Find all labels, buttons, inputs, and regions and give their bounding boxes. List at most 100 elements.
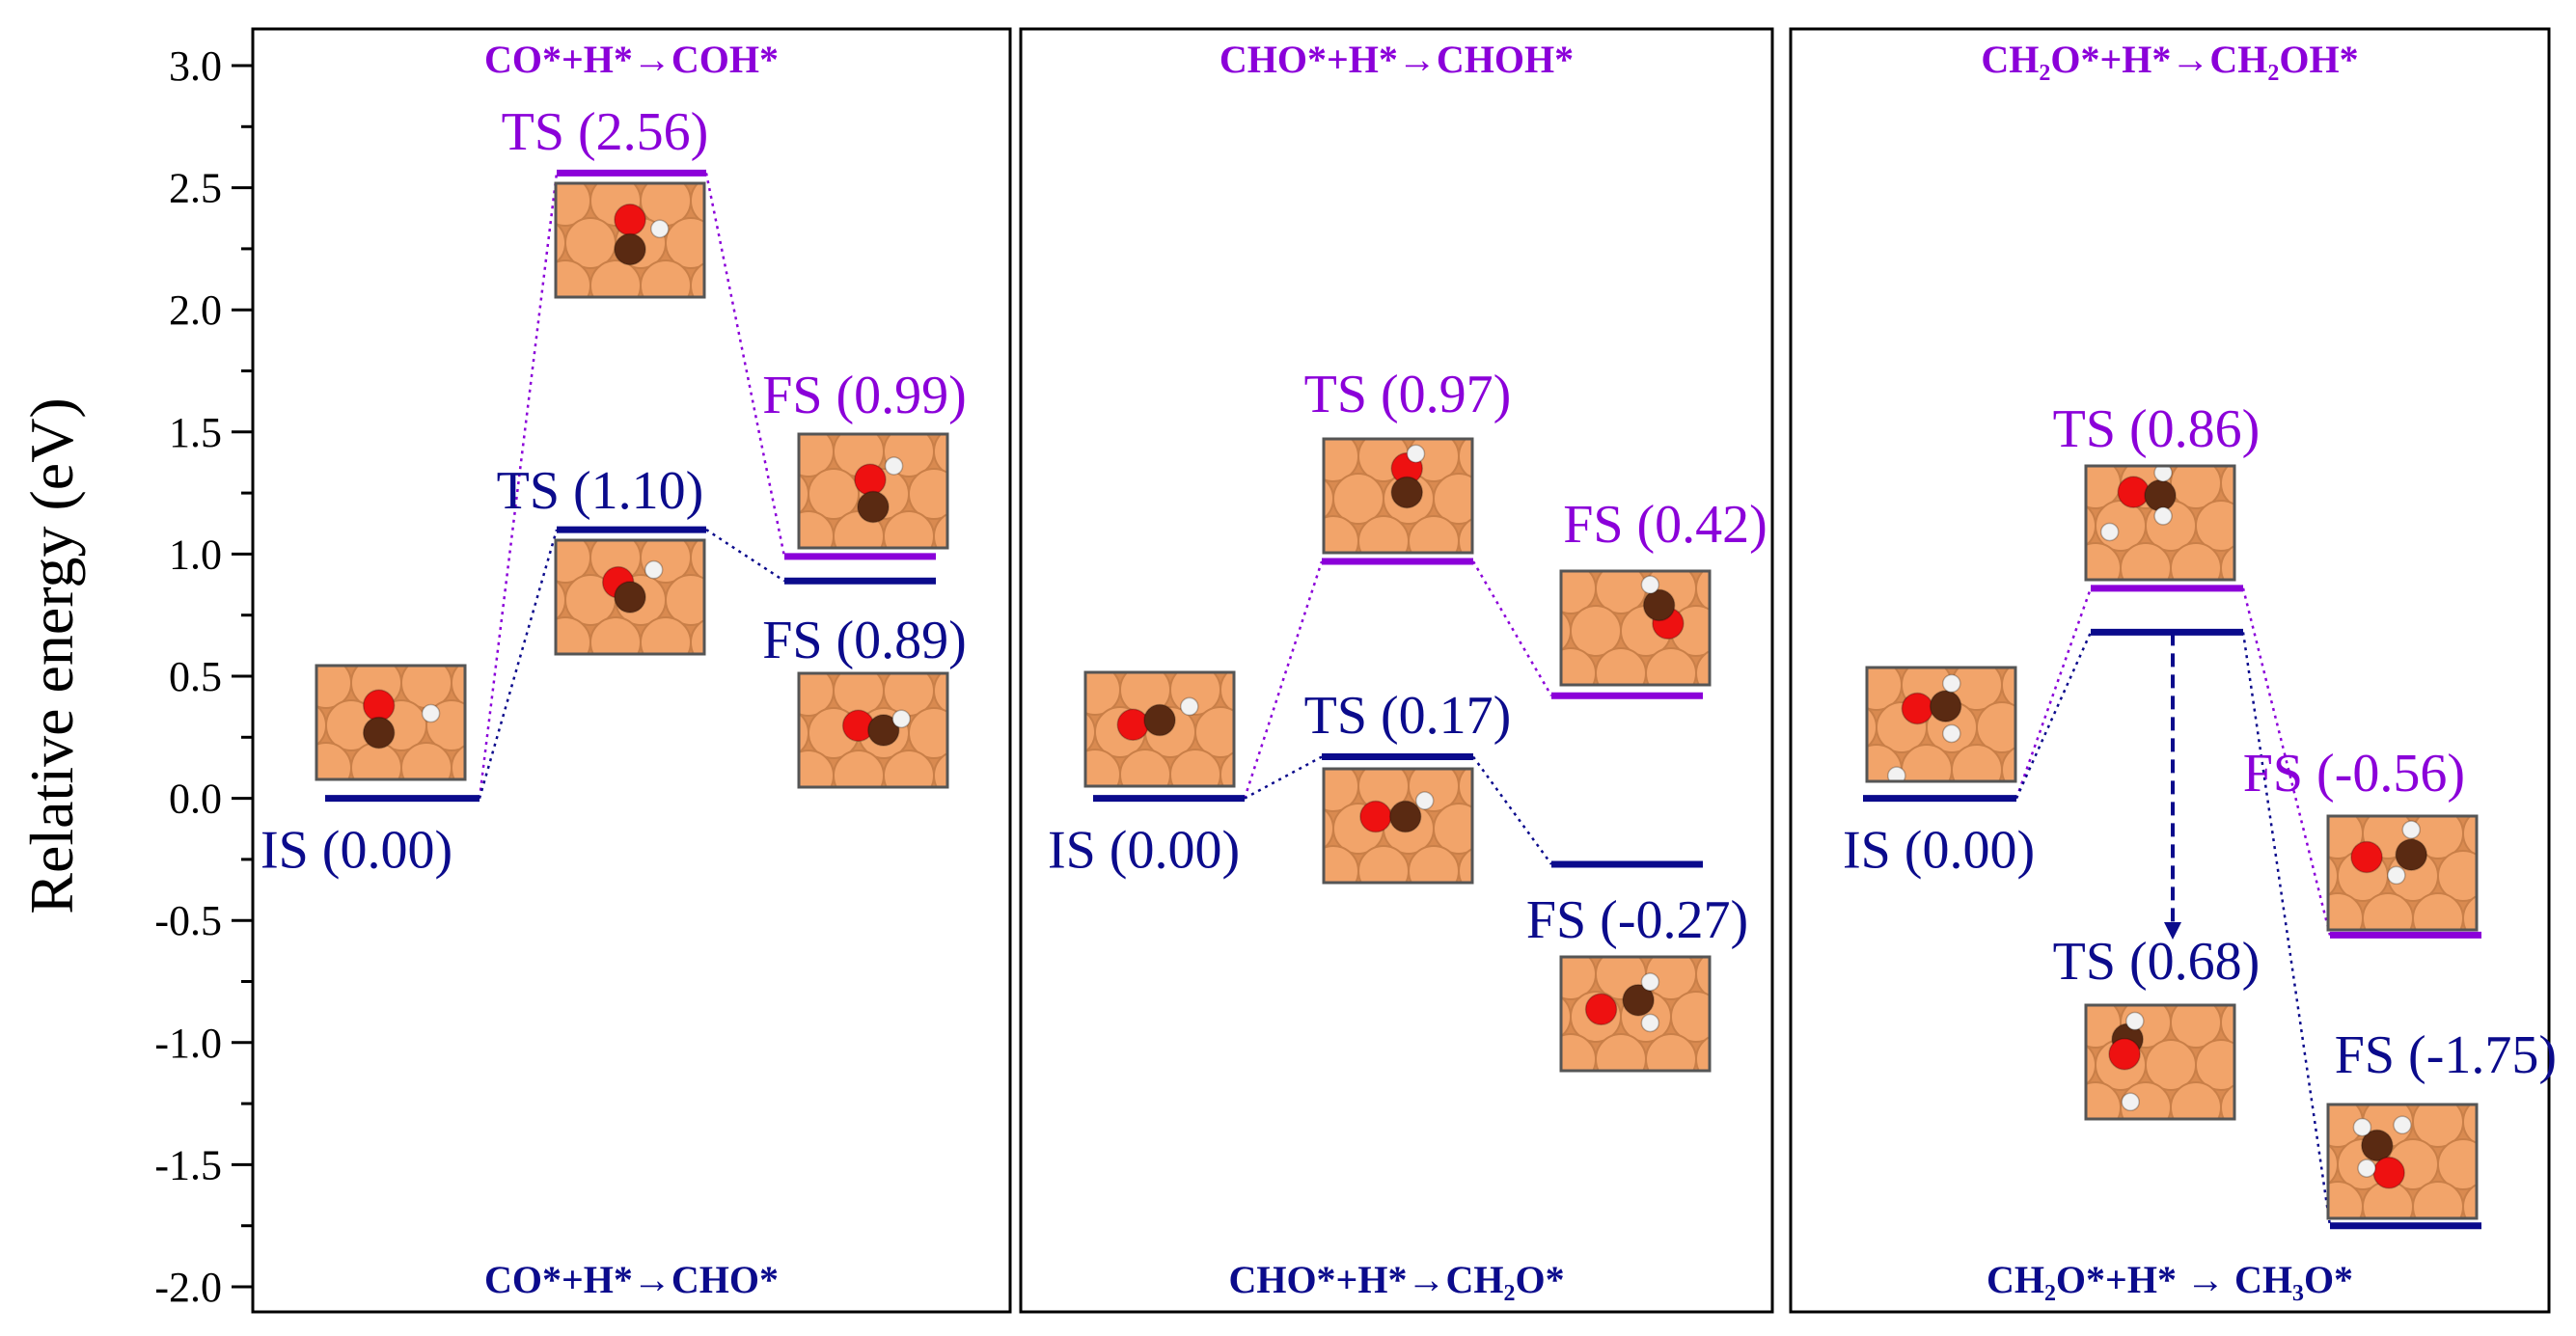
- slab-atoms: [2328, 1104, 2538, 1274]
- copper-atom: [1408, 845, 1460, 883]
- copper-atom: [1695, 649, 1710, 685]
- level-label-fs-lower: FS (-1.75): [2335, 1025, 2557, 1085]
- panel-frame: [1019, 27, 1774, 1314]
- y-tick-label: 0.0: [169, 776, 222, 823]
- carbon-atom: [857, 490, 890, 524]
- copper-atom: [959, 708, 1009, 758]
- copper-atom: [2488, 1224, 2538, 1274]
- copper-atom: [716, 303, 766, 353]
- hydrogen-atom: [1180, 696, 1199, 717]
- copper-atom: [2146, 1125, 2196, 1175]
- level-label-is: IS (0.00): [1843, 821, 2035, 881]
- copper-atom: [1194, 706, 1234, 758]
- structure-border: [554, 181, 706, 299]
- copper-atom: [2045, 1125, 2096, 1175]
- hydrogen-atom: [2099, 522, 2120, 542]
- copper-atom: [477, 615, 527, 666]
- copper-atom: [2338, 936, 2388, 986]
- copper-atom: [556, 259, 591, 297]
- y-tick-label: 1.0: [169, 531, 222, 578]
- carbon-atom: [1388, 800, 1422, 833]
- adsorbate-structure-image: [2045, 1003, 2246, 1175]
- y-tick-label: -1.0: [154, 1020, 222, 1067]
- carbon-atom: [1642, 588, 1676, 622]
- copper-atom: [451, 666, 465, 707]
- adsorbate-structure-image: [490, 133, 766, 353]
- level-label-ts-lower: TS (0.17): [1304, 686, 1512, 746]
- copper-atom: [2020, 458, 2070, 508]
- copper-atom: [1458, 517, 1472, 553]
- panel-frame: [1789, 27, 2551, 1314]
- copper-atom: [1951, 744, 2003, 781]
- copper-atom: [1595, 647, 1647, 685]
- level-label-is: IS (0.00): [260, 821, 452, 881]
- copper-atom: [733, 511, 783, 561]
- copper-atom: [1561, 647, 1597, 685]
- copper-atom: [343, 666, 359, 667]
- hydrogen-atom: [2387, 865, 2406, 886]
- copper-atom: [316, 742, 352, 779]
- y-tick-label: -0.5: [154, 897, 222, 944]
- copper-atom: [716, 133, 766, 183]
- y-tick-label: 3.0: [169, 42, 222, 90]
- copper-atom: [1258, 846, 1308, 896]
- copper-atom: [1333, 559, 1384, 609]
- level-label-fs-lower: FS (-0.27): [1526, 890, 1748, 950]
- structure-border: [2326, 814, 2479, 932]
- copper-atom: [1169, 749, 1221, 786]
- copper-atom: [1645, 1033, 1697, 1071]
- copper-atom: [2488, 851, 2538, 901]
- copper-atom: [2438, 1224, 2488, 1274]
- carbon-atom: [614, 581, 646, 613]
- oxygen-atom: [2108, 1037, 2141, 1071]
- copper-atom: [1571, 1077, 1621, 1127]
- hydrogen-atom: [891, 709, 912, 728]
- adsorbate-structure-image: [1559, 955, 1712, 1127]
- oxygen-atom: [2117, 476, 2151, 508]
- copper-atom: [799, 750, 835, 787]
- copper-atom: [640, 259, 692, 297]
- copper-atom: [833, 750, 885, 787]
- adsorbate-structure-image: [1020, 622, 1296, 842]
- copper-atom: [1045, 622, 1095, 672]
- hydrogen-atom: [650, 219, 670, 238]
- reaction-title-bottom: CHO*+H*→CH₂O*: [1228, 1258, 1564, 1301]
- adsorbate-structure-image: [1559, 569, 1712, 687]
- hydrogen-atom: [2125, 1011, 2145, 1031]
- copper-atom: [2196, 1125, 2246, 1175]
- copper-atom: [1219, 672, 1234, 714]
- slab-atoms: [1324, 439, 1472, 609]
- structure-border: [1865, 666, 2017, 783]
- carbon-atom: [1929, 690, 1962, 723]
- copper-atom: [1434, 888, 1484, 939]
- slab-atoms: [1561, 571, 1710, 685]
- copper-atom: [1020, 750, 1070, 800]
- copper-atom: [2146, 586, 2196, 636]
- carbon-atom: [2395, 838, 2427, 871]
- copper-atom: [1246, 792, 1296, 842]
- level-label-ts-upper: TS (0.97): [1304, 365, 1512, 424]
- reaction-title-bottom: CH₂O*+H* → CH₃O*: [1987, 1258, 2353, 1301]
- copper-atom: [565, 303, 616, 353]
- carbon-atom: [2361, 1129, 2394, 1162]
- copper-atom: [665, 574, 704, 626]
- energy-path-connector: [2241, 632, 2332, 1226]
- copper-atom: [908, 707, 947, 759]
- copper-atom: [515, 303, 565, 353]
- slab-atoms: [2020, 458, 2234, 636]
- level-label-ts-upper: TS (2.56): [502, 102, 709, 162]
- structure-border: [2084, 464, 2236, 582]
- y-tick-label: -1.5: [154, 1141, 222, 1188]
- copper-atom: [1458, 439, 1472, 480]
- copper-atom: [490, 260, 540, 311]
- hydrogen-atom: [644, 559, 664, 580]
- adsorbate-structure-image: [251, 615, 527, 793]
- copper-atom: [933, 751, 947, 787]
- copper-atom: [1595, 1033, 1647, 1071]
- copper-atom: [251, 743, 301, 793]
- energy-path-connector: [1471, 755, 1553, 865]
- copper-atom: [451, 744, 465, 779]
- hydrogen-atom: [2153, 506, 2173, 526]
- copper-atom: [444, 666, 459, 667]
- copper-atom: [733, 666, 783, 716]
